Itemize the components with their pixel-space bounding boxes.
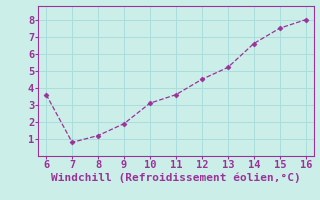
X-axis label: Windchill (Refroidissement éolien,°C): Windchill (Refroidissement éolien,°C) [51, 173, 301, 183]
